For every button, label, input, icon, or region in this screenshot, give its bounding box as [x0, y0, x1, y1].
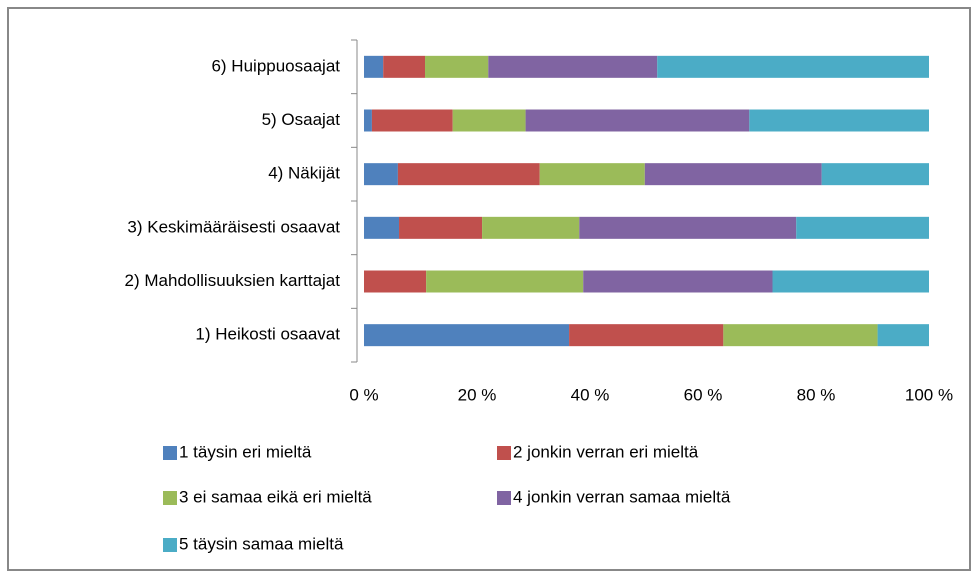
bar-segment [488, 55, 658, 78]
category-label: 5) Osaajat [262, 110, 341, 129]
legend-swatch [163, 491, 177, 505]
category-label: 4) Näkijät [268, 164, 340, 183]
bar-segment [644, 163, 822, 186]
legend-swatch [497, 446, 511, 460]
bar-segment [796, 216, 929, 239]
bar-segment [877, 324, 929, 347]
x-tick-label: 40 % [571, 385, 610, 404]
bar-segment [749, 109, 929, 132]
bar-segment [426, 270, 584, 293]
bar-segment [452, 109, 526, 132]
x-tick-label: 20 % [458, 385, 497, 404]
bar-segment [364, 109, 372, 132]
bar-segment [425, 55, 489, 78]
legend-swatch [163, 446, 177, 460]
bar-segment [364, 324, 570, 347]
bar-segment [569, 324, 724, 347]
bar-segment [364, 216, 400, 239]
category-label: 6) Huippuosaajat [211, 56, 340, 75]
bar-segment [525, 109, 750, 132]
category-label: 2) Mahdollisuuksien karttajat [125, 271, 341, 290]
bar-segment [399, 216, 483, 239]
bar-segment [364, 163, 398, 186]
bar-segment [583, 270, 773, 293]
category-label: 1) Heikosti osaavat [195, 325, 340, 344]
bar-segment [539, 163, 645, 186]
bar-segment [723, 324, 878, 347]
category-label: 3) Keskimääräisesti osaavat [127, 217, 340, 236]
legend-label: 2 jonkin verran eri mieltä [513, 442, 699, 461]
x-tick-label: 0 % [349, 385, 378, 404]
x-tick-label: 80 % [797, 385, 836, 404]
bar-segment [371, 109, 453, 132]
bar-segment [579, 216, 797, 239]
x-tick-label: 60 % [684, 385, 723, 404]
x-tick-label: 100 % [905, 385, 953, 404]
legend-swatch [163, 538, 177, 552]
bar-segment [657, 55, 929, 78]
bar-segment [772, 270, 929, 293]
bar-segment [821, 163, 929, 186]
legend-swatch [497, 491, 511, 505]
bar-segment [364, 55, 384, 78]
bar-segment [482, 216, 580, 239]
legend-label: 4 jonkin verran samaa mieltä [513, 487, 731, 506]
bar-segment [397, 163, 540, 186]
bar-segment [383, 55, 426, 78]
legend-label: 1 täysin eri mieltä [179, 442, 312, 461]
bar-segment [364, 270, 427, 293]
legend-label: 5 täysin samaa mieltä [179, 534, 344, 553]
legend-label: 3 ei samaa eikä eri mieltä [179, 487, 372, 506]
